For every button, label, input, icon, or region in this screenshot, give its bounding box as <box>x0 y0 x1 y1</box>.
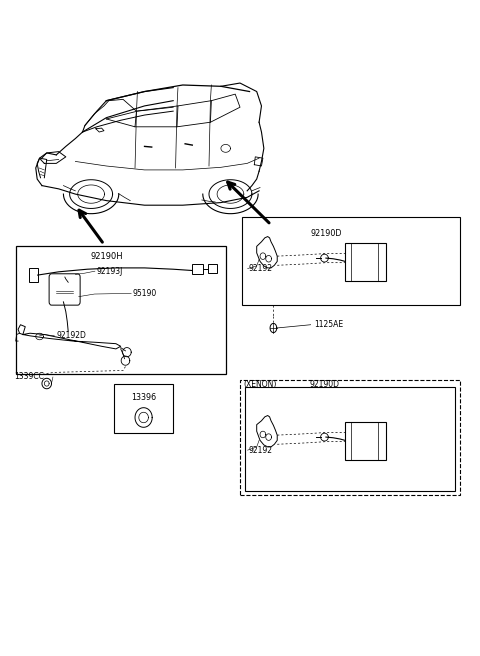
Bar <box>240 380 459 495</box>
Text: 92192: 92192 <box>249 264 273 273</box>
Bar <box>245 387 455 491</box>
Text: 95190: 95190 <box>132 289 157 298</box>
Text: 1339CC: 1339CC <box>14 373 44 382</box>
Bar <box>192 264 203 274</box>
Text: 92190D: 92190D <box>309 380 339 389</box>
Bar <box>242 217 459 305</box>
Bar <box>114 384 173 432</box>
Polygon shape <box>257 415 277 447</box>
Text: (XENON): (XENON) <box>244 380 277 389</box>
Bar <box>207 264 217 273</box>
Bar <box>29 268 37 282</box>
FancyBboxPatch shape <box>49 274 80 305</box>
Text: 13396: 13396 <box>131 393 156 401</box>
Text: 92190H: 92190H <box>90 252 123 260</box>
Bar <box>345 243 385 281</box>
Bar <box>16 247 226 374</box>
Text: 92193J: 92193J <box>97 267 123 276</box>
Text: 92192D: 92192D <box>56 331 86 340</box>
Bar <box>345 422 385 460</box>
Text: 92192: 92192 <box>249 445 273 455</box>
Text: 1125AE: 1125AE <box>314 320 343 329</box>
Text: 92190D: 92190D <box>310 229 342 237</box>
Polygon shape <box>257 237 277 268</box>
